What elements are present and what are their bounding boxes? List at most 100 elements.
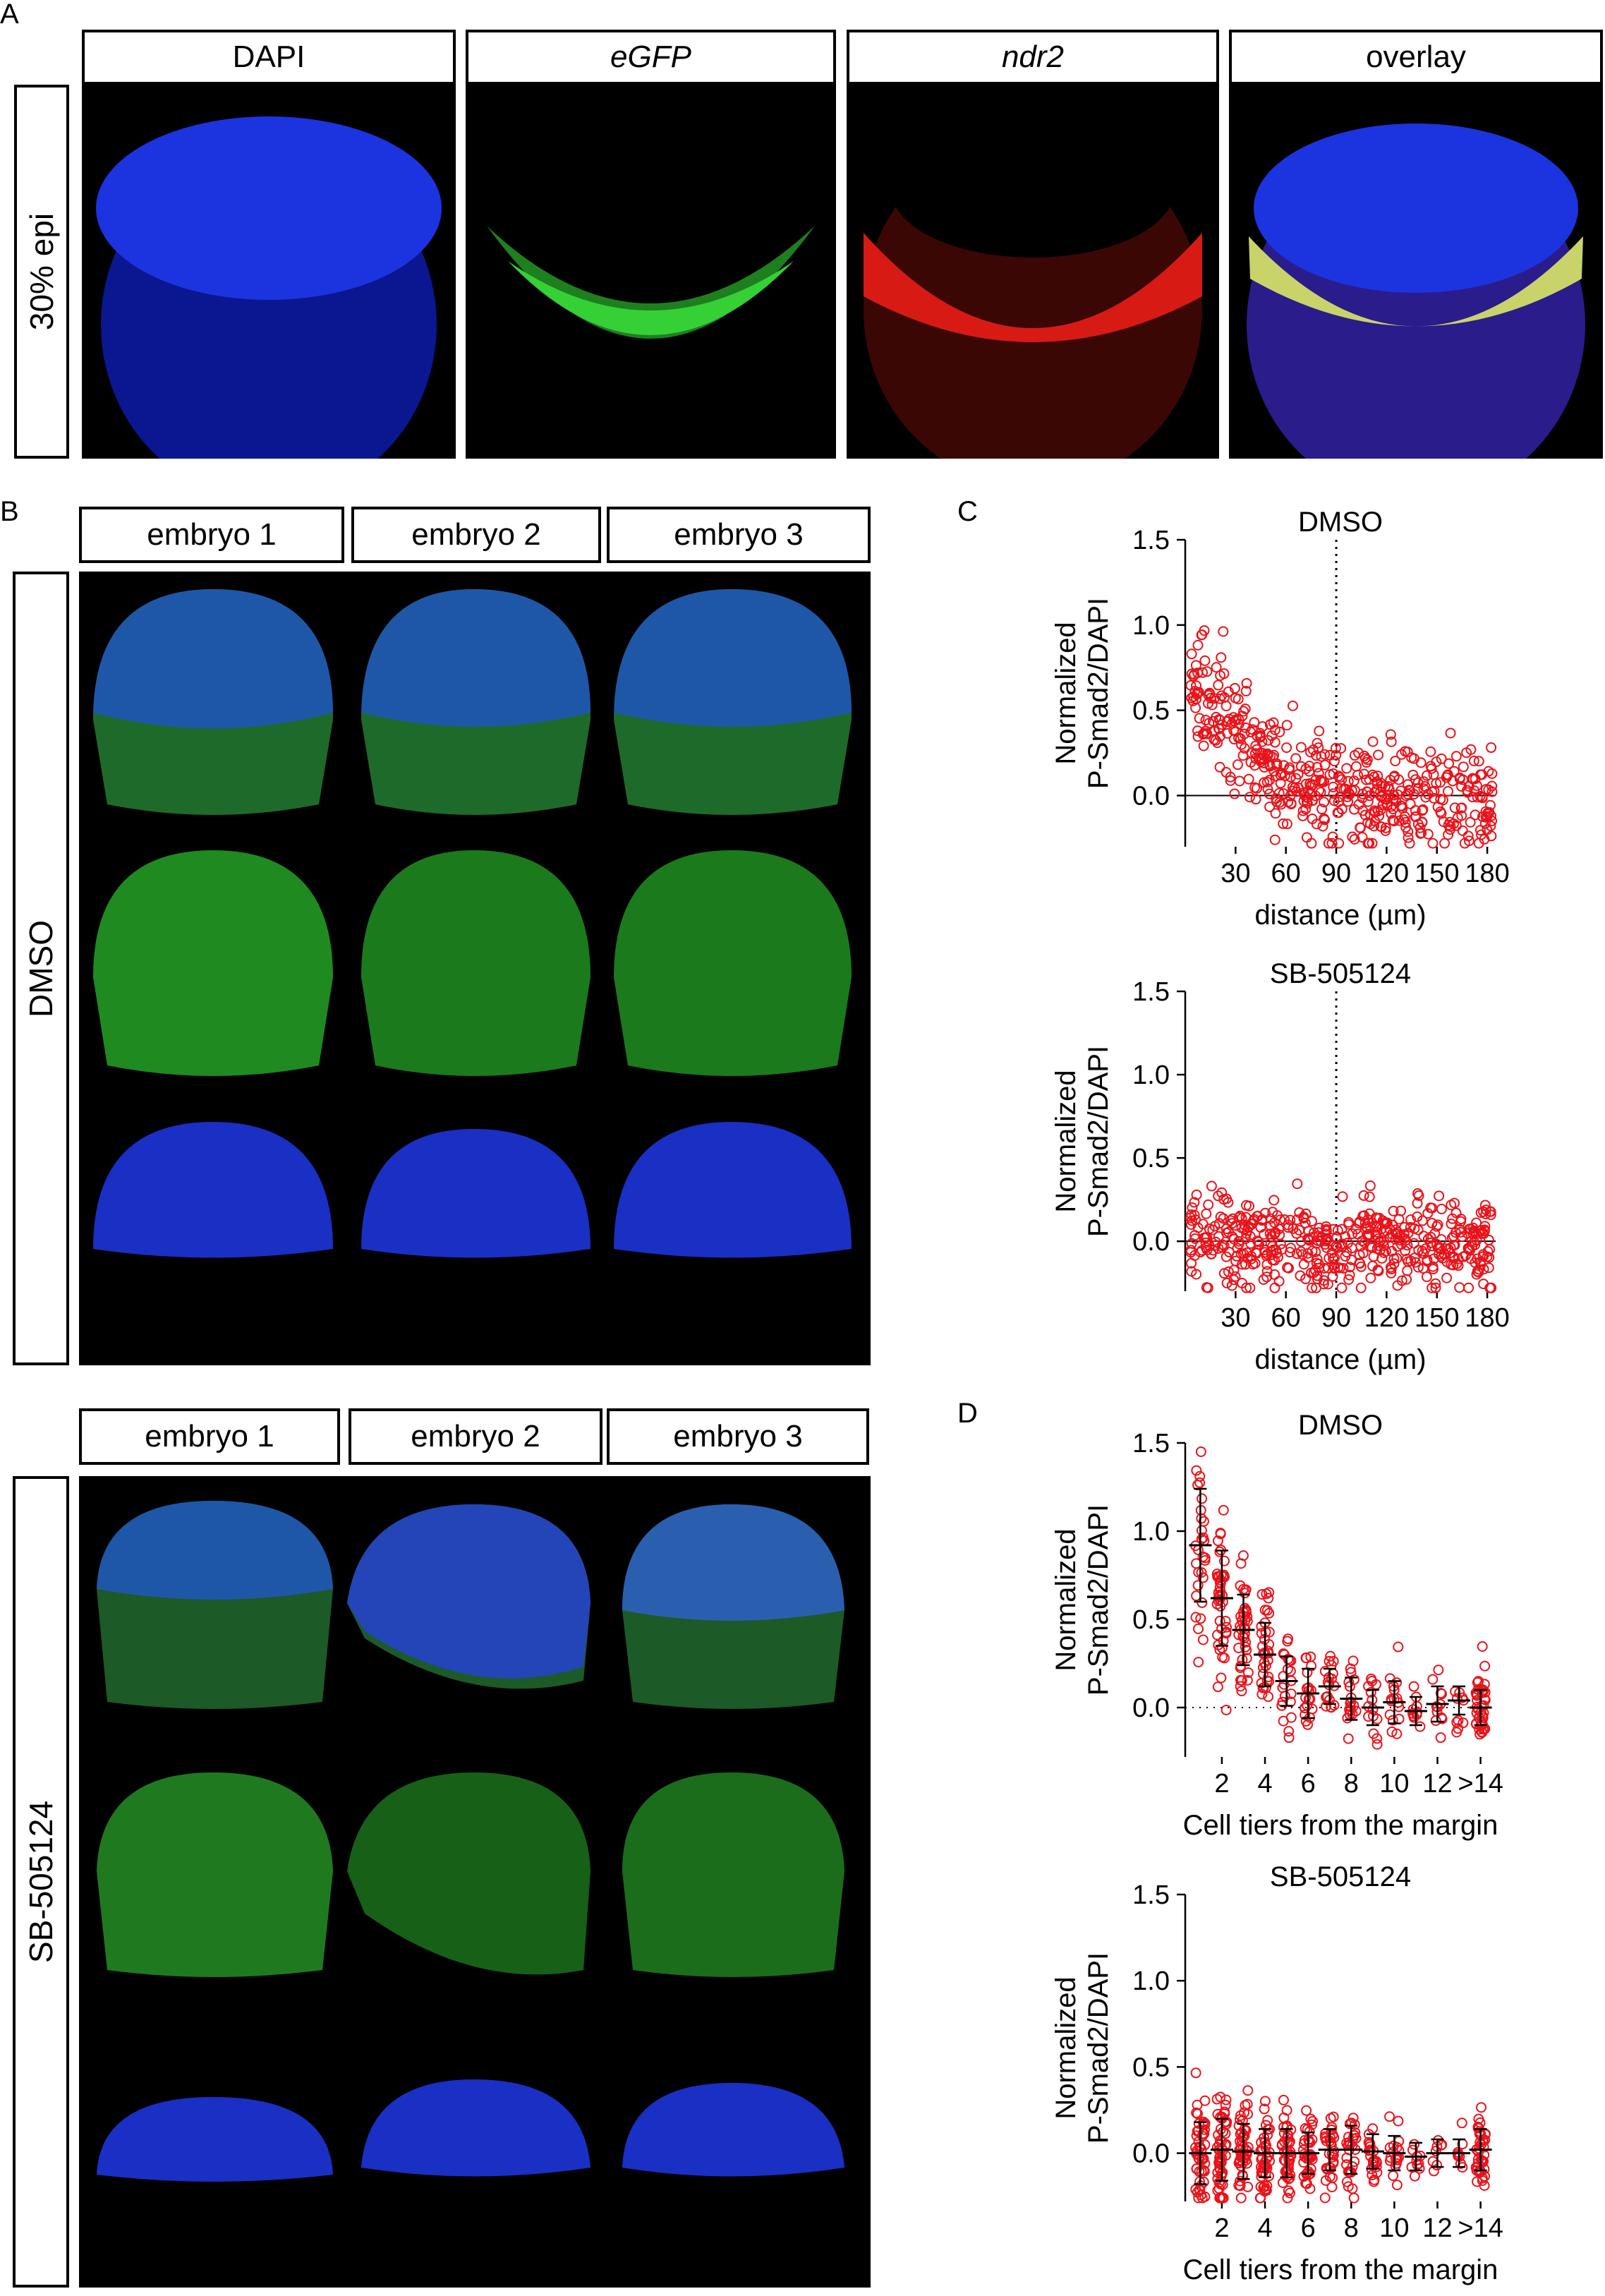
data-point xyxy=(1428,769,1439,780)
data-point xyxy=(1436,753,1447,764)
data-point xyxy=(1228,725,1240,736)
data-point xyxy=(1283,1732,1295,1744)
data-point xyxy=(1396,1275,1407,1286)
data-point xyxy=(1192,639,1204,651)
data-point xyxy=(1329,1263,1340,1274)
chart-title: SB-505124 xyxy=(1270,1861,1411,1892)
data-point xyxy=(1232,1243,1243,1254)
data-point xyxy=(1191,680,1202,691)
data-point xyxy=(1313,1227,1324,1238)
data-point xyxy=(1390,755,1401,766)
data-point xyxy=(1204,718,1215,729)
data-point xyxy=(1213,723,1224,735)
data-point xyxy=(1191,1465,1202,1476)
data-point xyxy=(1417,804,1429,815)
data-point xyxy=(1283,1222,1294,1233)
data-point xyxy=(1364,790,1375,802)
chart-svg: DMSO NormalizedP-Smad2/DAPI 0.0 0.5 1.0 1.5 2 4… xyxy=(1050,1410,1503,1841)
embryo-image-grid xyxy=(97,1501,844,2182)
data-point xyxy=(1217,2192,1228,2204)
data-point xyxy=(1325,2113,1336,2124)
data-point xyxy=(1228,712,1239,723)
y-tick-label: 1.5 xyxy=(1132,526,1170,555)
data-point xyxy=(1391,1728,1403,1739)
data-point xyxy=(1235,1210,1246,1221)
data-point xyxy=(1402,1240,1413,1251)
data-point xyxy=(1367,2123,1379,2134)
data-point xyxy=(1214,2151,1225,2163)
data-point xyxy=(1269,1228,1280,1240)
data-point xyxy=(1483,1262,1494,1274)
data-point xyxy=(1236,1686,1247,1697)
data-point xyxy=(1364,838,1375,849)
data-point xyxy=(1385,729,1396,740)
y-tick-label: 1.0 xyxy=(1132,1061,1170,1090)
data-point xyxy=(1306,1660,1317,1672)
data-point xyxy=(1358,1190,1369,1201)
data-point xyxy=(1241,1247,1252,1258)
data-point xyxy=(1256,2153,1267,2165)
data-point xyxy=(1192,725,1204,737)
data-point xyxy=(1319,2192,1331,2204)
y-axis-label-line: P-Smad2/DAPI xyxy=(1083,598,1114,789)
data-point xyxy=(1249,760,1261,771)
stage-label-box: 30% epi xyxy=(14,85,69,459)
x-tick-label: 180 xyxy=(1465,859,1509,888)
data-point xyxy=(1302,1719,1314,1730)
data-point xyxy=(1301,1652,1312,1664)
data-point xyxy=(1425,746,1436,757)
data-point xyxy=(1442,769,1453,780)
data-point xyxy=(1361,757,1372,768)
image-grid-dmso xyxy=(79,572,871,1365)
data-point xyxy=(1395,1205,1407,1216)
data-points xyxy=(1190,2067,1491,2204)
data-point xyxy=(1316,775,1327,787)
data-point xyxy=(1304,1235,1315,1246)
data-point xyxy=(1243,773,1254,785)
data-point xyxy=(1476,2102,1487,2113)
data-point xyxy=(1238,706,1249,717)
data-point xyxy=(1402,1265,1413,1276)
data-point xyxy=(1436,1250,1447,1262)
data-point xyxy=(1191,2107,1202,2118)
data-point xyxy=(1261,2185,1272,2196)
data-point xyxy=(1345,1663,1356,1674)
data-point xyxy=(1355,1282,1367,1293)
data-point xyxy=(1453,1715,1464,1726)
data-point xyxy=(1284,2187,1295,2199)
data-point xyxy=(1259,761,1270,773)
data-point xyxy=(1352,769,1363,780)
data-point xyxy=(1324,769,1336,780)
data-point xyxy=(1472,2157,1484,2168)
data-point xyxy=(1213,1190,1224,1202)
data-point xyxy=(1232,759,1243,771)
data-point xyxy=(1306,2150,1317,2161)
data-point xyxy=(1450,751,1462,762)
data-point xyxy=(1236,1222,1247,1233)
data-point xyxy=(1191,1558,1202,1569)
data-point xyxy=(1218,626,1229,637)
data-point xyxy=(1344,1262,1355,1273)
data-point xyxy=(1453,1253,1464,1264)
data-point xyxy=(1259,2103,1270,2115)
data-point xyxy=(1301,2105,1312,2116)
chart-svg: SB-505124 NormalizedP-Smad2/DAPI 0.0 0.5 1.0… xyxy=(1050,1861,1503,2285)
data-point xyxy=(1439,838,1450,849)
data-point xyxy=(1233,718,1244,730)
data-point xyxy=(1415,828,1427,839)
data-point xyxy=(1285,1712,1297,1723)
data-point xyxy=(1408,1238,1419,1249)
data-point xyxy=(1196,1513,1207,1524)
data-point xyxy=(1262,2129,1273,2141)
data-point xyxy=(1405,798,1416,809)
data-point xyxy=(1326,1660,1337,1671)
data-point xyxy=(1333,838,1345,849)
data-point xyxy=(1456,2117,1467,2129)
x-tick-label: 10 xyxy=(1379,2213,1409,2243)
data-point xyxy=(1449,802,1460,814)
data-point xyxy=(1220,2099,1231,2110)
panel-label-b: B xyxy=(0,496,19,527)
data-point xyxy=(1191,1269,1202,1280)
data-point xyxy=(1302,1700,1313,1711)
data-point xyxy=(1412,777,1424,788)
